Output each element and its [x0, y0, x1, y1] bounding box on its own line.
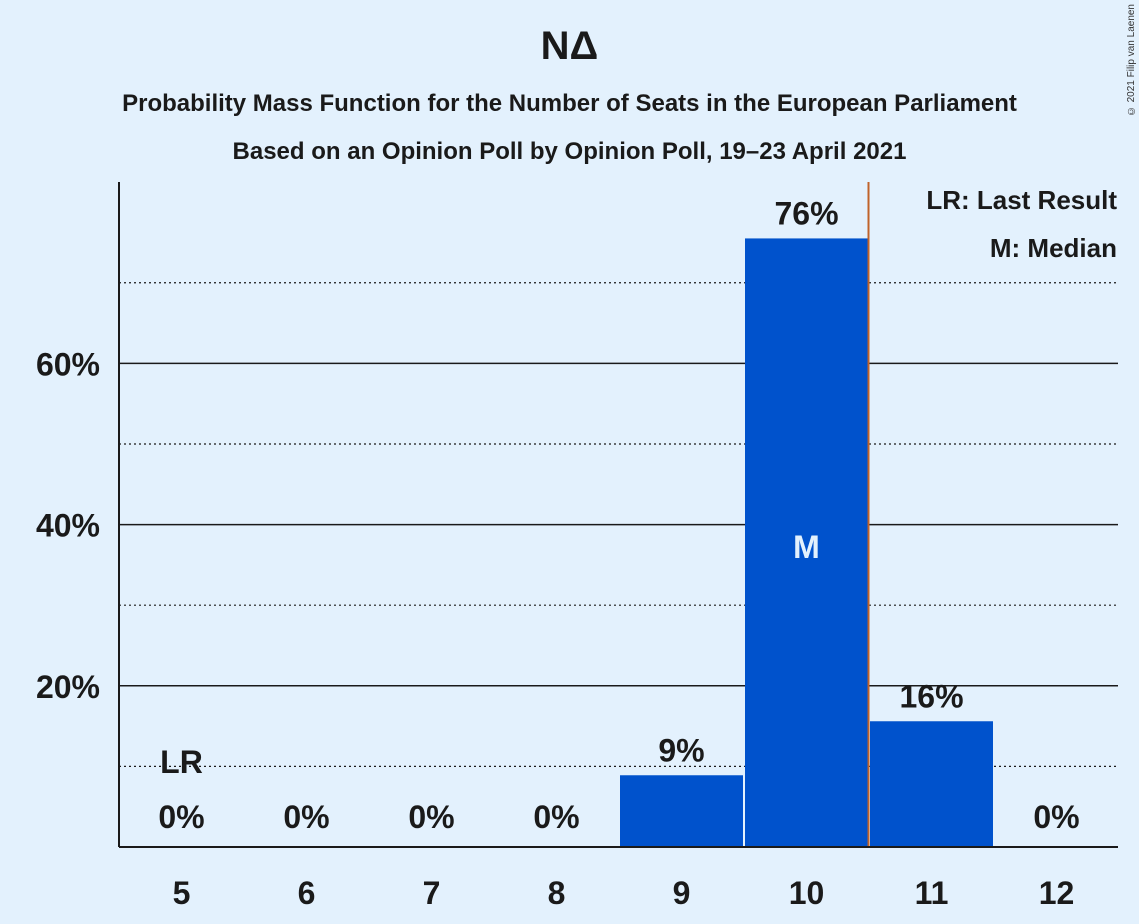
x-tick-label-10: 10 [789, 875, 825, 911]
data-label-12: 0% [1033, 799, 1079, 835]
x-tick-label-11: 11 [915, 875, 949, 911]
x-tick-label-5: 5 [173, 875, 191, 911]
bar-10 [745, 238, 868, 847]
y-tick-label-40: 40% [36, 508, 100, 544]
bar-11 [870, 721, 993, 847]
data-label-7: 0% [408, 799, 454, 835]
x-tick-label-8: 8 [548, 875, 566, 911]
chart-subtitle-line-2: Based on an Opinion Poll by Opinion Poll… [232, 138, 907, 165]
median-marker: M [793, 529, 820, 565]
chart-title: ΝΔ [540, 24, 599, 68]
data-label-10: 76% [774, 195, 838, 231]
x-tick-label-6: 6 [298, 875, 316, 911]
last-result-marker: LR [160, 744, 203, 780]
legend-median: M: Median [990, 233, 1117, 263]
data-label-9: 9% [658, 732, 704, 768]
data-label-8: 0% [533, 799, 579, 835]
chart-subtitle-line-1: Probability Mass Function for the Number… [122, 90, 1017, 117]
bar-9 [620, 775, 743, 847]
x-tick-label-12: 12 [1039, 875, 1075, 911]
legend-last-result: LR: Last Result [926, 185, 1117, 215]
data-label-6: 0% [283, 799, 329, 835]
y-tick-label-20: 20% [36, 669, 100, 705]
y-tick-label-60: 60% [36, 346, 100, 382]
data-label-11: 16% [899, 678, 963, 714]
x-tick-label-7: 7 [423, 875, 441, 911]
x-tick-label-9: 9 [673, 875, 691, 911]
data-label-5: 0% [158, 799, 204, 835]
